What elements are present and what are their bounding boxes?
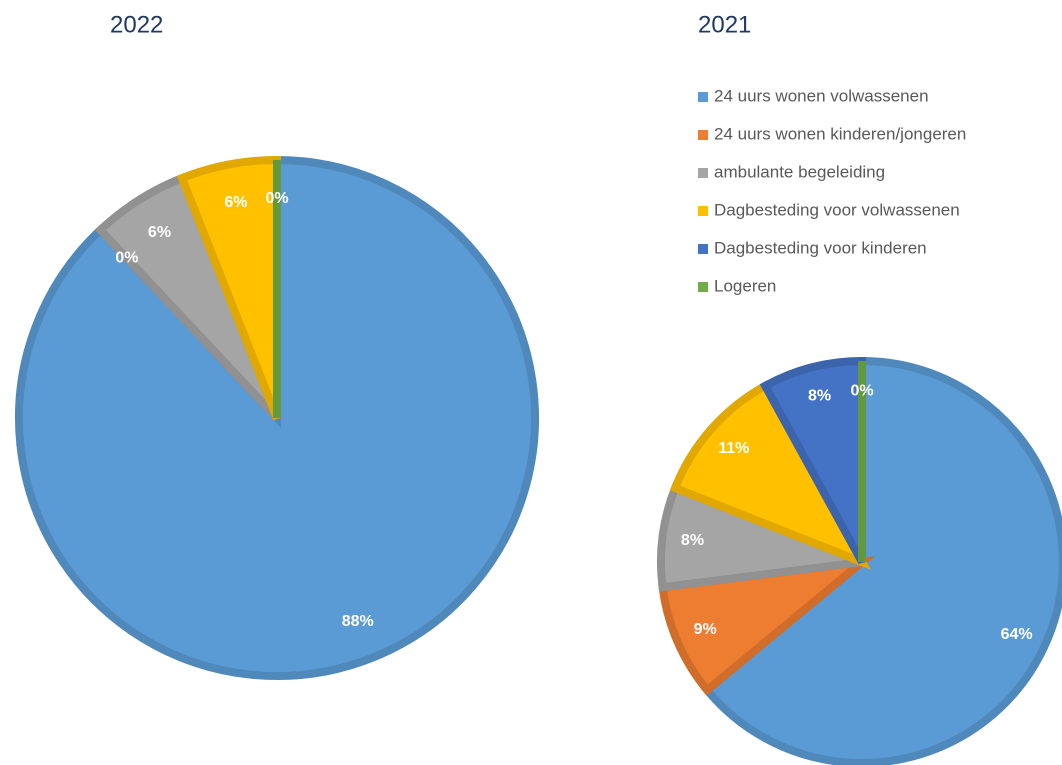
slice-border bbox=[669, 380, 871, 570]
chart-title: 2022 bbox=[110, 11, 163, 38]
legend-swatch bbox=[698, 130, 708, 140]
slice-border bbox=[15, 155, 539, 680]
pie-slice bbox=[669, 380, 871, 570]
legend-text: ambulante begeleiding bbox=[714, 162, 885, 181]
legend-swatch bbox=[698, 282, 708, 292]
value-label: 88% bbox=[342, 613, 374, 630]
value-label: 11% bbox=[718, 440, 749, 457]
legend-swatch bbox=[698, 244, 708, 254]
value-label: 0% bbox=[850, 382, 873, 399]
value-label: 0% bbox=[115, 249, 138, 266]
legend-text: 24 uurs wonen kinderen/jongeren bbox=[714, 124, 966, 143]
pie-slice bbox=[701, 356, 1062, 765]
value-label: 6% bbox=[224, 194, 247, 211]
value-label: 9% bbox=[694, 621, 717, 638]
legend-swatch bbox=[698, 168, 708, 178]
value-label: 8% bbox=[808, 388, 831, 405]
value-label: 0% bbox=[265, 190, 288, 207]
value-label: 64% bbox=[1001, 626, 1033, 643]
legend-text: Dagbesteding voor volwassenen bbox=[714, 200, 960, 219]
legend-swatch bbox=[698, 206, 708, 216]
chart-title: 2021 bbox=[698, 11, 751, 38]
value-label: 8% bbox=[681, 532, 704, 549]
legend-swatch bbox=[698, 92, 708, 102]
legend-text: 24 uurs wonen volwassenen bbox=[714, 86, 929, 105]
legend-text: Dagbesteding voor kinderen bbox=[714, 238, 927, 257]
slice-border bbox=[701, 356, 1062, 765]
value-label: 6% bbox=[148, 224, 171, 241]
legend-text: Logeren bbox=[714, 276, 776, 295]
